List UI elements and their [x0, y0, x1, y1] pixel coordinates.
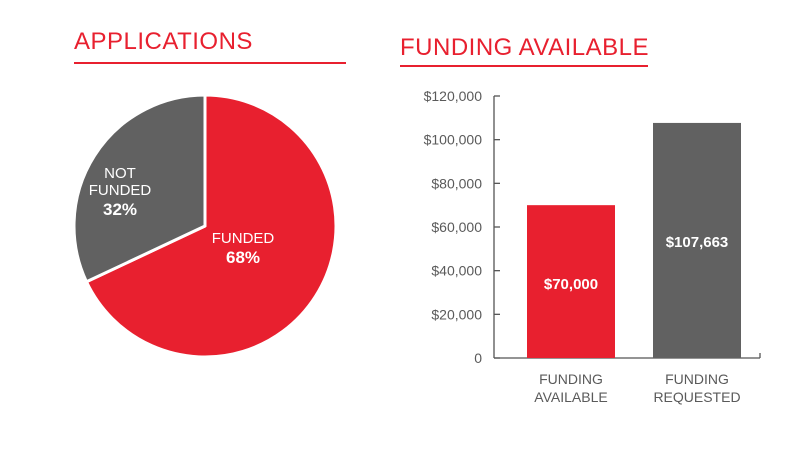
applications-title-rule [74, 62, 346, 64]
pie-slice-label: NOT [104, 165, 136, 182]
y-tick-label: $40,000 [431, 263, 482, 279]
pie-slice-value: 32% [103, 200, 137, 219]
bar [527, 205, 615, 358]
y-tick-label: $120,000 [424, 88, 483, 104]
x-tick-label: AVAILABLE [534, 389, 607, 405]
pie-slice-label: FUNDED [89, 182, 152, 199]
funding-title: FUNDING AVAILABLE [400, 34, 650, 61]
pie-slice [84, 93, 338, 359]
pie-slice-label: FUNDED [212, 230, 275, 247]
applications-title: APPLICATIONS [74, 28, 253, 55]
y-tick-label: $20,000 [431, 306, 482, 322]
applications-panel: APPLICATIONS FUNDED 68% NOT FUNDED 32% [72, 28, 346, 359]
pie-slice-value: 68% [226, 248, 260, 267]
y-tick-label: $60,000 [431, 219, 482, 235]
y-tick-label: 0 [474, 350, 482, 366]
x-tick-label: FUNDING [665, 371, 729, 387]
y-tick-label: $100,000 [424, 132, 483, 148]
bar-value-label: $107,663 [666, 234, 729, 251]
y-tick-label: $80,000 [431, 175, 482, 191]
bar-value-label: $70,000 [544, 276, 598, 293]
x-tick-label: REQUESTED [653, 389, 740, 405]
bar [653, 122, 741, 358]
x-tick-label: FUNDING [539, 371, 603, 387]
funding-title-rule [400, 65, 648, 67]
pie-slice [72, 93, 207, 284]
